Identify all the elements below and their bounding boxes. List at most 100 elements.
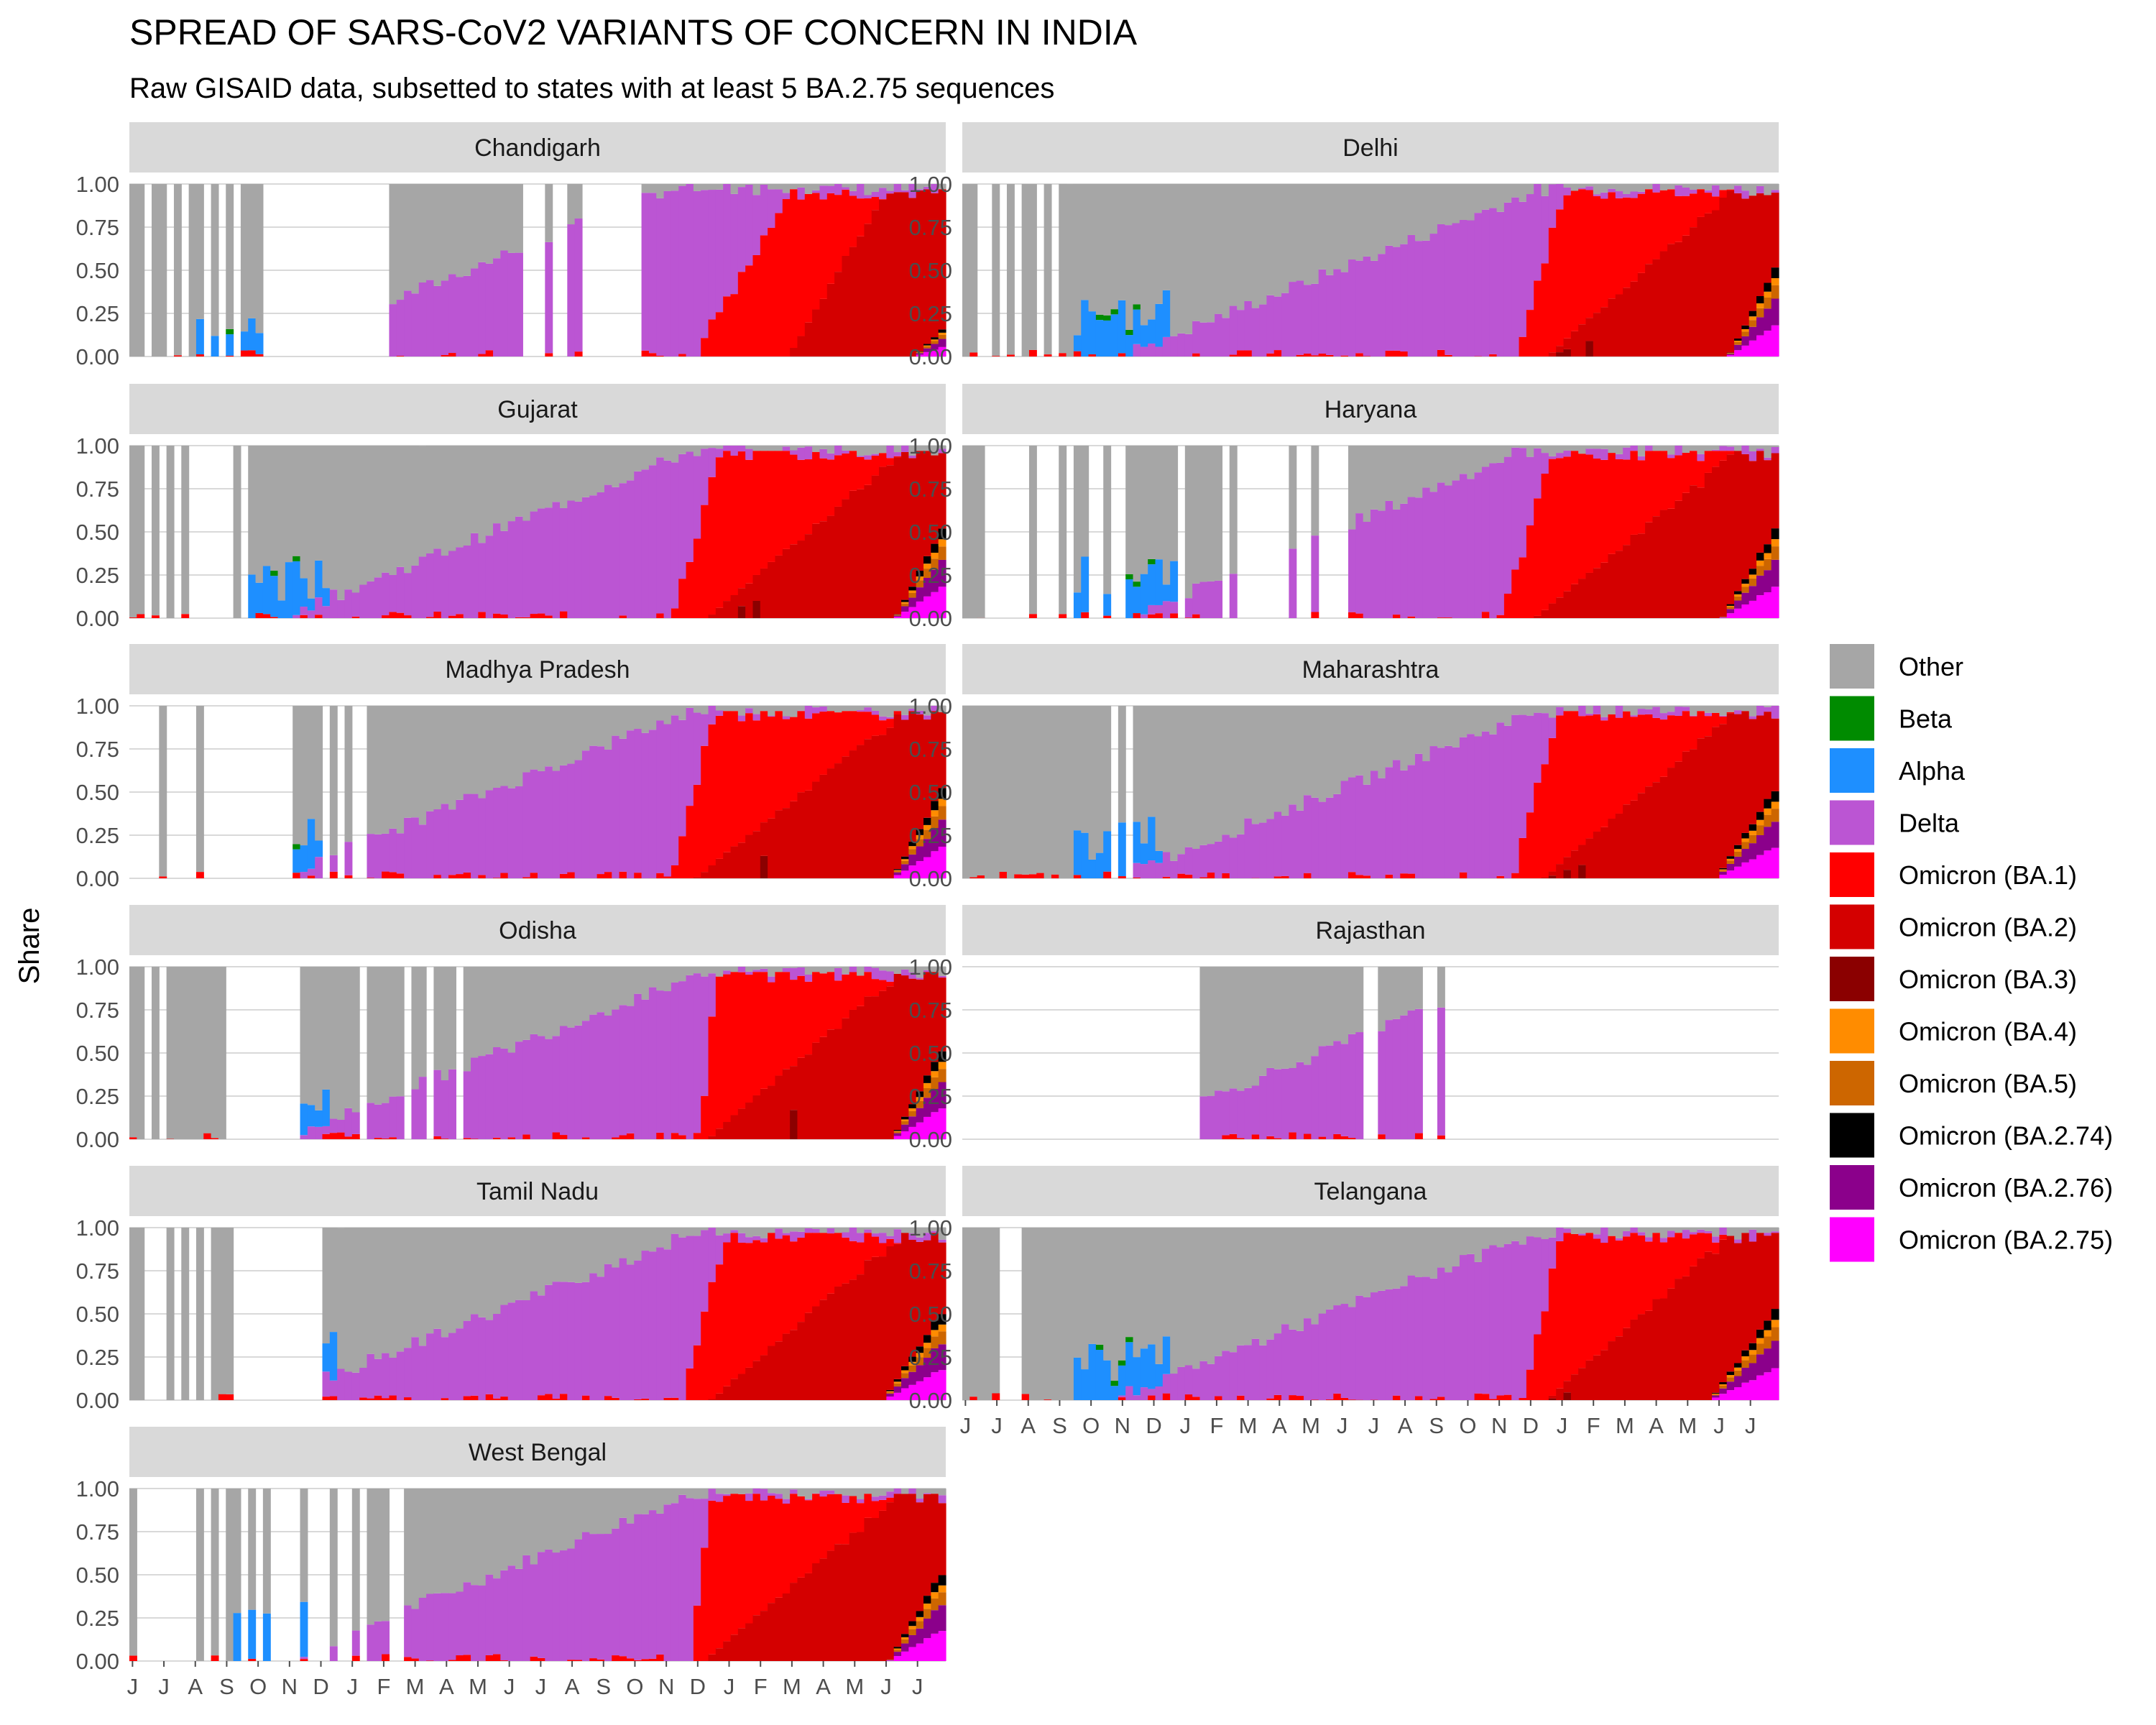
bar-segment-omicron-ba-1	[782, 1235, 791, 1334]
bar-segment-omicron-ba-2-76	[1734, 1376, 1742, 1387]
bar-segment-omicron-ba-4	[1741, 1356, 1750, 1361]
bar-segment-omicron-ba-5	[1741, 331, 1750, 336]
bar-segment-other	[1088, 184, 1097, 312]
bar-segment-other	[382, 967, 390, 1103]
bar-segment-omicron-ba-1	[1348, 1399, 1356, 1400]
bar-segment-delta	[1719, 1228, 1728, 1235]
bar-segment-delta	[1600, 192, 1609, 199]
bar-segment-omicron-ba-2	[923, 972, 931, 1076]
bar-segment-omicron-ba-2	[782, 1593, 791, 1661]
bar-segment-omicron-ba-1	[879, 720, 887, 735]
bar-segment-omicron-ba-2-74	[908, 586, 917, 591]
bar-segment-omicron-ba-1	[1296, 354, 1304, 356]
bar-segment-omicron-ba-2	[1652, 782, 1661, 878]
bar-segment-omicron-ba-1	[693, 538, 701, 618]
bar-segment-omicron-ba-1	[1318, 353, 1327, 356]
bar-segment-delta	[648, 193, 657, 354]
bar-segment-other	[701, 967, 709, 977]
x-tick-label: S	[219, 1674, 234, 1699]
bar-segment-alpha	[255, 582, 264, 613]
bar-segment-other	[678, 184, 687, 186]
bar-segment-other	[538, 706, 545, 771]
bar-segment-other	[1526, 706, 1534, 716]
bar-segment-omicron-ba-5	[893, 1650, 902, 1652]
bar-segment-omicron-ba-2	[1570, 331, 1579, 356]
bar-segment-omicron-ba-2	[768, 561, 776, 618]
bar-segment-other	[1503, 706, 1512, 726]
bar-segment-delta	[1378, 510, 1386, 618]
bar-segment-omicron-ba-1	[819, 1233, 828, 1300]
bar-segment-omicron-ba-1	[871, 455, 880, 476]
bar-segment-other	[1511, 446, 1520, 448]
bar-segment-delta	[768, 1493, 776, 1496]
bar-segment-alpha	[277, 600, 286, 618]
bar-segment-omicron-ba-1	[1392, 1395, 1401, 1400]
bar-segment-omicron-ba-5	[1756, 825, 1764, 835]
bar-segment-delta	[589, 1014, 598, 1139]
bar-segment-other	[634, 967, 642, 994]
bar-segment-other	[871, 446, 880, 454]
bar-segment-delta	[1414, 753, 1423, 878]
bar-segment-delta	[1199, 845, 1208, 878]
bar-segment-omicron-ba-1	[367, 1398, 375, 1400]
bar-segment-delta	[463, 1071, 471, 1138]
bar-segment-delta	[1771, 447, 1779, 454]
bar-segment-delta	[1333, 1041, 1342, 1134]
bar-segment-delta	[1630, 191, 1639, 198]
bar-segment-delta	[574, 760, 583, 878]
bar-segment-other	[1429, 184, 1438, 234]
bar-segment-omicron-ba-2-76	[938, 1344, 946, 1371]
bar-segment-omicron-ba-1	[1311, 1399, 1319, 1400]
bar-segment-other	[1363, 1228, 1371, 1297]
bar-segment-other	[871, 706, 880, 711]
bar-segment-other	[471, 184, 479, 269]
bar-segment-omicron-ba-1	[1363, 875, 1371, 878]
bar-segment-delta	[1526, 715, 1534, 813]
bar-segment-delta	[693, 190, 701, 356]
bar-segment-other	[500, 1228, 509, 1305]
bar-segment-omicron-ba-1	[1585, 190, 1594, 318]
bar-segment-omicron-ba-2-74	[1771, 1309, 1779, 1320]
bar-segment-omicron-ba-2	[1756, 715, 1764, 812]
bar-segment-other	[1192, 706, 1201, 849]
bar-segment-other	[604, 1228, 612, 1264]
bar-segment-delta	[1392, 1288, 1401, 1396]
bar-segment-omicron-ba-4	[931, 553, 939, 559]
bar-segment-other	[1414, 1228, 1423, 1278]
bar-segment-other	[999, 706, 1008, 873]
bar-segment-omicron-ba-2-75	[901, 612, 909, 618]
bar-segment-omicron-ba-2	[1585, 572, 1594, 618]
bar-segment-omicron-ba-2	[1615, 1336, 1623, 1400]
bar-segment-other	[737, 1489, 746, 1494]
bar-segment-delta	[730, 193, 739, 295]
bar-segment-omicron-ba-2-74	[893, 1647, 902, 1649]
bar-segment-delta	[1304, 1318, 1312, 1400]
bar-segment-omicron-ba-2-76	[1741, 1367, 1750, 1383]
bar-segment-omicron-ba-1	[864, 198, 872, 224]
bar-segment-delta	[1207, 581, 1215, 618]
bar-segment-delta	[404, 573, 413, 616]
bar-segment-omicron-ba-2	[886, 727, 895, 878]
bar-segment-other	[984, 1228, 992, 1400]
bar-segment-other	[1304, 967, 1312, 1065]
bar-segment-omicron-ba-2	[931, 1494, 939, 1583]
x-tick-label: O	[626, 1674, 643, 1699]
bar-segment-delta	[923, 1233, 931, 1241]
bar-segment-other	[1363, 706, 1371, 785]
bar-segment-delta	[1452, 747, 1460, 878]
bar-segment-delta	[507, 1052, 516, 1138]
bar-segment-other	[819, 446, 828, 449]
bar-segment-other	[522, 446, 531, 521]
bar-segment-omicron-ba-4	[1771, 539, 1779, 547]
bar-segment-omicron-ba-1	[248, 350, 257, 356]
bar-segment-alpha	[1155, 303, 1164, 347]
bar-segment-omicron-ba-2-74	[923, 1596, 931, 1604]
bar-segment-omicron-ba-4	[908, 846, 917, 850]
bar-segment-omicron-ba-4	[923, 1604, 931, 1609]
bar-segment-other	[908, 967, 917, 973]
bar-segment-omicron-ba-1	[404, 615, 413, 618]
bar-segment-other	[559, 706, 568, 765]
bar-segment-alpha	[322, 1343, 331, 1372]
bar-segment-delta	[1734, 1239, 1742, 1243]
